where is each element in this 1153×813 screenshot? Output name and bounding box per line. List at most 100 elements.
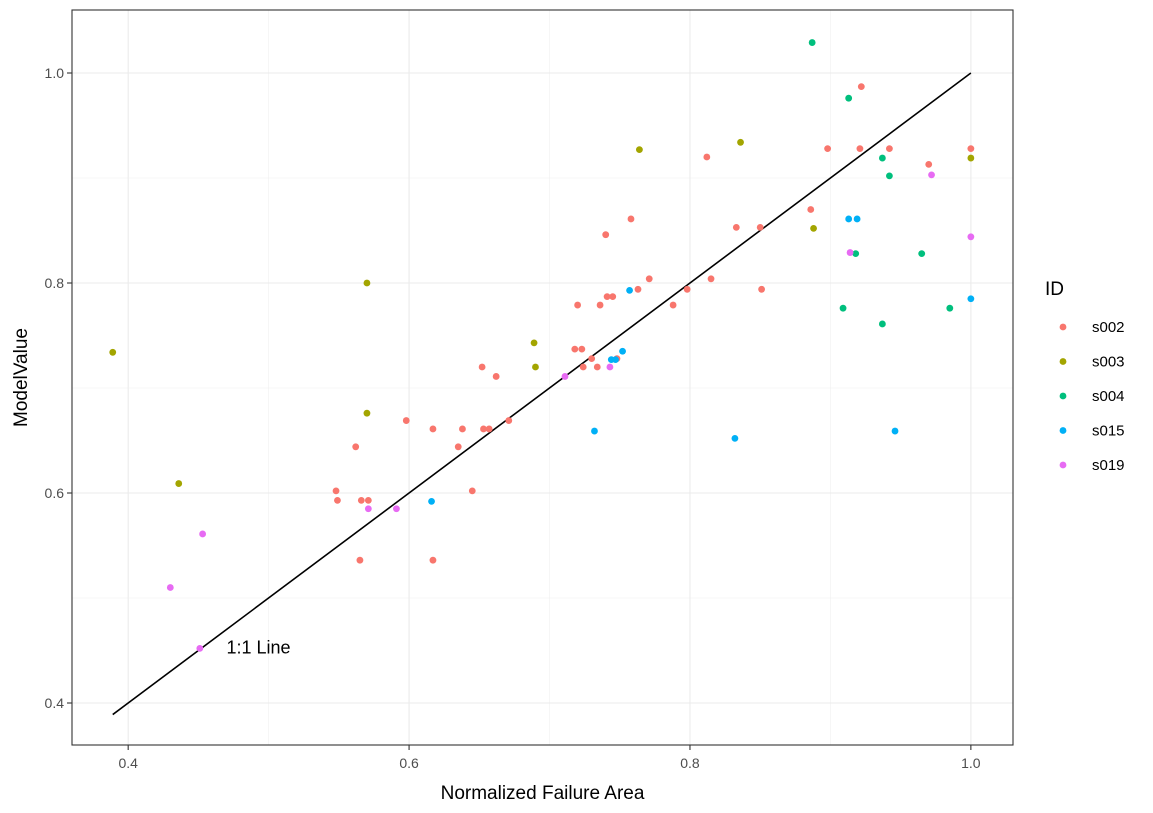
data-point-s002 bbox=[609, 293, 617, 301]
data-point-s002 bbox=[596, 301, 604, 309]
x-tick-label: 0.6 bbox=[399, 755, 419, 771]
data-point-s015 bbox=[428, 498, 435, 505]
data-point-s004 bbox=[946, 304, 954, 312]
y-tick-label: 1.0 bbox=[45, 65, 65, 81]
data-point-s015 bbox=[626, 286, 633, 294]
data-point-s002 bbox=[454, 443, 462, 451]
data-point-s002 bbox=[402, 417, 410, 424]
legend-label-s003: s003 bbox=[1092, 354, 1125, 371]
major-grid bbox=[72, 10, 1013, 745]
data-point-s002 bbox=[707, 275, 715, 283]
data-point-s002 bbox=[683, 285, 691, 293]
reference-line bbox=[112, 72, 972, 716]
data-point-s004 bbox=[808, 39, 816, 46]
y-tick-label: 0.8 bbox=[45, 275, 65, 291]
data-point-s002 bbox=[571, 345, 579, 353]
data-point-s015 bbox=[731, 435, 739, 442]
data-point-s002 bbox=[429, 425, 437, 433]
data-point-s004 bbox=[878, 320, 886, 328]
data-point-s002 bbox=[492, 373, 500, 380]
data-point-s002 bbox=[429, 556, 437, 564]
data-point-s002 bbox=[756, 223, 764, 231]
data-point-s015 bbox=[967, 295, 975, 303]
data-point-s002 bbox=[364, 496, 372, 504]
data-point-s004 bbox=[845, 94, 853, 102]
data-point-s002 bbox=[886, 145, 893, 153]
data-point-s015 bbox=[591, 427, 598, 435]
data-point-s019 bbox=[393, 505, 400, 513]
data-point-s002 bbox=[967, 145, 975, 153]
data-point-s004 bbox=[918, 250, 926, 257]
data-point-s002 bbox=[732, 223, 740, 231]
data-point-s002 bbox=[357, 496, 365, 504]
legend-key-s002 bbox=[1059, 323, 1067, 331]
data-point-s002 bbox=[478, 363, 486, 371]
data-point-s002 bbox=[334, 496, 341, 504]
data-point-s002 bbox=[807, 206, 815, 213]
reference-line-group bbox=[112, 72, 972, 716]
data-point-s015 bbox=[619, 347, 626, 355]
data-point-s003 bbox=[967, 154, 975, 162]
data-point-s003 bbox=[175, 480, 183, 487]
x-tick-label: 1.0 bbox=[961, 755, 981, 771]
y-axis-title: ModelValue bbox=[11, 328, 32, 427]
data-point-s002 bbox=[459, 425, 466, 433]
legend-label-s015: s015 bbox=[1092, 423, 1125, 440]
data-point-s002 bbox=[758, 285, 765, 293]
data-point-s003 bbox=[810, 225, 817, 232]
reference-line-label: 1:1 Line bbox=[226, 638, 290, 658]
data-point-s003 bbox=[363, 279, 371, 287]
data-point-s003 bbox=[636, 146, 643, 154]
x-axis-title: Normalized Failure Area bbox=[441, 783, 645, 804]
data-point-s019 bbox=[606, 363, 614, 371]
legend-title: ID bbox=[1045, 279, 1064, 300]
data-point-s004 bbox=[852, 250, 860, 257]
legend-key-s015 bbox=[1059, 427, 1067, 434]
data-point-s002 bbox=[480, 425, 487, 433]
data-point-s002 bbox=[703, 153, 711, 161]
data-point-s004 bbox=[878, 154, 886, 162]
data-point-s004 bbox=[886, 172, 893, 180]
data-point-s003 bbox=[530, 339, 538, 347]
legend-key-s003 bbox=[1059, 358, 1067, 365]
data-point-s002 bbox=[356, 556, 364, 564]
data-point-s019 bbox=[364, 505, 372, 513]
minor-grid bbox=[72, 10, 1013, 745]
data-point-s019 bbox=[928, 171, 935, 179]
data-point-s002 bbox=[485, 425, 493, 433]
y-tick-label: 0.4 bbox=[45, 695, 65, 711]
data-point-s002 bbox=[669, 301, 677, 309]
data-point-s002 bbox=[627, 215, 635, 223]
data-point-s002 bbox=[352, 443, 360, 451]
data-point-s002 bbox=[857, 83, 865, 91]
data-point-s002 bbox=[856, 145, 864, 153]
data-point-s002 bbox=[602, 231, 610, 239]
data-point-s002 bbox=[578, 345, 586, 353]
data-point-s002 bbox=[468, 487, 476, 495]
data-point-s003 bbox=[363, 409, 371, 417]
data-point-s015 bbox=[853, 215, 861, 223]
data-point-s002 bbox=[588, 355, 596, 362]
legend-label-s004: s004 bbox=[1092, 388, 1125, 405]
data-point-s002 bbox=[332, 487, 340, 495]
data-point-s002 bbox=[824, 145, 832, 153]
data-points bbox=[109, 39, 975, 652]
data-point-s003 bbox=[532, 363, 539, 371]
data-point-s019 bbox=[199, 530, 207, 538]
data-point-s019 bbox=[846, 249, 854, 256]
data-point-s003 bbox=[109, 348, 117, 356]
data-point-s019 bbox=[196, 645, 204, 652]
data-point-s002 bbox=[579, 363, 587, 371]
data-point-s002 bbox=[593, 363, 601, 371]
data-point-s003 bbox=[737, 138, 744, 146]
data-point-s015 bbox=[612, 356, 619, 364]
legend-label-s002: s002 bbox=[1092, 319, 1125, 336]
data-point-s019 bbox=[967, 233, 975, 241]
legend-key-s004 bbox=[1059, 392, 1067, 400]
data-point-s015 bbox=[891, 427, 899, 435]
data-point-s019 bbox=[166, 584, 174, 591]
data-point-s002 bbox=[574, 301, 582, 309]
x-tick-label: 0.8 bbox=[680, 755, 700, 771]
